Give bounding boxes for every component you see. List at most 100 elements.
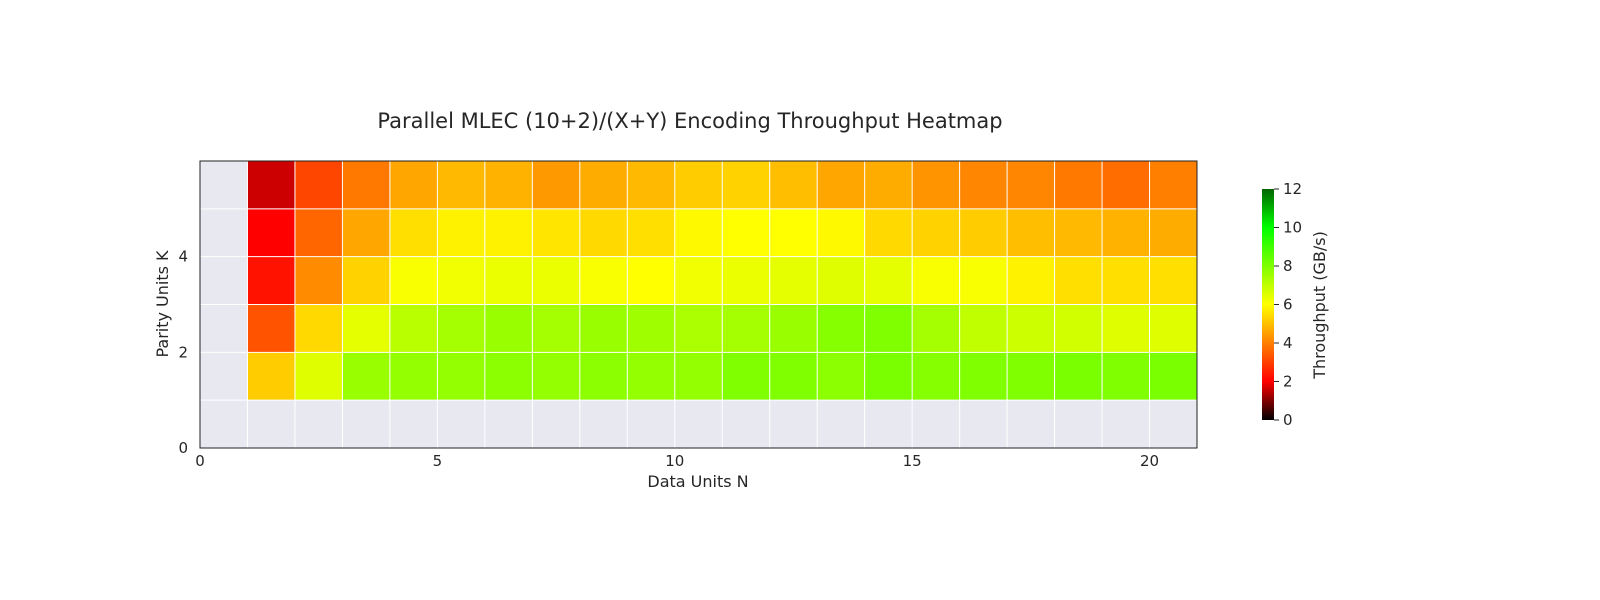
colorbar-label: Throughput (GB/s)	[1310, 231, 1329, 380]
heatmap-cell	[1149, 161, 1197, 209]
heatmap-cell	[1149, 352, 1197, 401]
heatmap-cell	[1054, 161, 1103, 209]
heatmap-cell	[532, 256, 580, 305]
heatmap-cell	[389, 352, 438, 401]
heatmap-cell	[484, 352, 533, 401]
heatmap-cell	[437, 352, 485, 401]
heatmap-cell	[294, 304, 343, 353]
heatmap-cell	[627, 352, 675, 401]
heatmap-cell	[1054, 208, 1103, 257]
heatmap-cell	[1149, 208, 1197, 257]
heatmap-cell	[864, 256, 913, 305]
heatmap-cell	[579, 208, 628, 257]
heatmap-cell	[769, 352, 818, 401]
heatmap-cell	[532, 352, 580, 401]
x-tick-label: 15	[903, 452, 922, 470]
heatmap-cell	[389, 208, 438, 257]
heatmap-cell	[674, 208, 723, 257]
heatmap-cell	[294, 208, 343, 257]
heatmap-cell	[769, 304, 818, 353]
heatmap-cell	[579, 352, 628, 401]
cell-gridlines	[200, 161, 1197, 448]
colorbar-tick-label: 12	[1283, 180, 1302, 198]
heatmap-cell	[247, 256, 295, 305]
heatmap-cell	[627, 161, 675, 209]
heatmap-cell	[247, 304, 295, 353]
heatmap-cell	[484, 208, 533, 257]
heatmap-cell	[674, 304, 723, 353]
y-axis-label: Parity Units K	[153, 250, 172, 358]
plot-area	[199, 160, 1198, 449]
heatmap-cell	[912, 352, 960, 401]
heatmap-cell	[1102, 208, 1150, 257]
heatmap-cell	[1007, 304, 1055, 353]
heatmap-cell	[389, 256, 438, 305]
heatmap-cell	[1102, 304, 1150, 353]
heatmap-cell	[1007, 208, 1055, 257]
heatmap-cell	[294, 256, 343, 305]
heatmap-cell	[389, 304, 438, 353]
heatmap-cell	[1149, 256, 1197, 305]
heatmap-cell	[484, 256, 533, 305]
heatmap-cell	[627, 304, 675, 353]
heatmap-cell	[817, 208, 865, 257]
heatmap-cell	[1102, 352, 1150, 401]
heatmap-cell	[817, 161, 865, 209]
colorbar: 0 2 4 6 8 10 12 Throughput (GB/s)	[1262, 180, 1329, 429]
heatmap-cell	[437, 304, 485, 353]
heatmap-cell	[1149, 304, 1197, 353]
heatmap-cell	[1054, 352, 1103, 401]
heatmap-cell	[1102, 161, 1150, 209]
y-axis-ticks: 0 2 4	[178, 248, 188, 457]
y-tick-label: 2	[178, 343, 188, 361]
heatmap-cell	[579, 161, 628, 209]
heatmap-cell	[342, 208, 390, 257]
heatmap-cell	[817, 352, 865, 401]
colorbar-tick-label: 2	[1283, 373, 1293, 391]
heatmap-cell	[627, 256, 675, 305]
heatmap-cell	[959, 256, 1008, 305]
heatmap-cell	[484, 161, 533, 209]
x-axis-label: Data Units N	[647, 472, 748, 491]
heatmap-cell	[1007, 161, 1055, 209]
heatmap-cell	[532, 208, 580, 257]
heatmap-cell	[437, 256, 485, 305]
heatmap-cell	[294, 161, 343, 209]
heatmap-cell	[1054, 256, 1103, 305]
heatmap-cells	[247, 161, 1197, 401]
heatmap-cell	[769, 161, 818, 209]
heatmap-cell	[912, 304, 960, 353]
heatmap-cell	[1007, 256, 1055, 305]
heatmap-cell	[817, 304, 865, 353]
heatmap-cell	[864, 161, 913, 209]
colorbar-tick-label: 6	[1283, 296, 1293, 314]
heatmap-cell	[769, 256, 818, 305]
plot-frame	[199, 160, 1198, 449]
colorbar-tick-label: 0	[1283, 411, 1293, 429]
heatmap-cell	[342, 161, 390, 209]
heatmap-cell	[912, 208, 960, 257]
x-axis-ticks: 0 5 10 15 20	[195, 452, 1159, 470]
heatmap-cell	[437, 161, 485, 209]
heatmap-cell	[389, 161, 438, 209]
heatmap-cell	[674, 352, 723, 401]
heatmap-cell	[959, 208, 1008, 257]
x-tick-label: 0	[195, 452, 205, 470]
heatmap-cell	[674, 161, 723, 209]
colorbar-tick-label: 10	[1283, 219, 1302, 237]
heatmap-cell	[817, 256, 865, 305]
heatmap-cell	[959, 304, 1008, 353]
heatmap-cell	[1054, 304, 1103, 353]
colorbar-tick-label: 8	[1283, 257, 1293, 275]
heatmap-cell	[722, 352, 770, 401]
colorbar-tick-label: 4	[1283, 334, 1293, 352]
heatmap-cell	[484, 304, 533, 353]
heatmap-cell	[342, 304, 390, 353]
heatmap-cell	[959, 161, 1008, 209]
colorbar-ticks: 0 2 4 6 8 10 12	[1274, 180, 1302, 429]
heatmap-cell	[294, 352, 343, 401]
x-tick-label: 20	[1140, 452, 1159, 470]
heatmap-cell	[1007, 352, 1055, 401]
heatmap-cell	[579, 304, 628, 353]
